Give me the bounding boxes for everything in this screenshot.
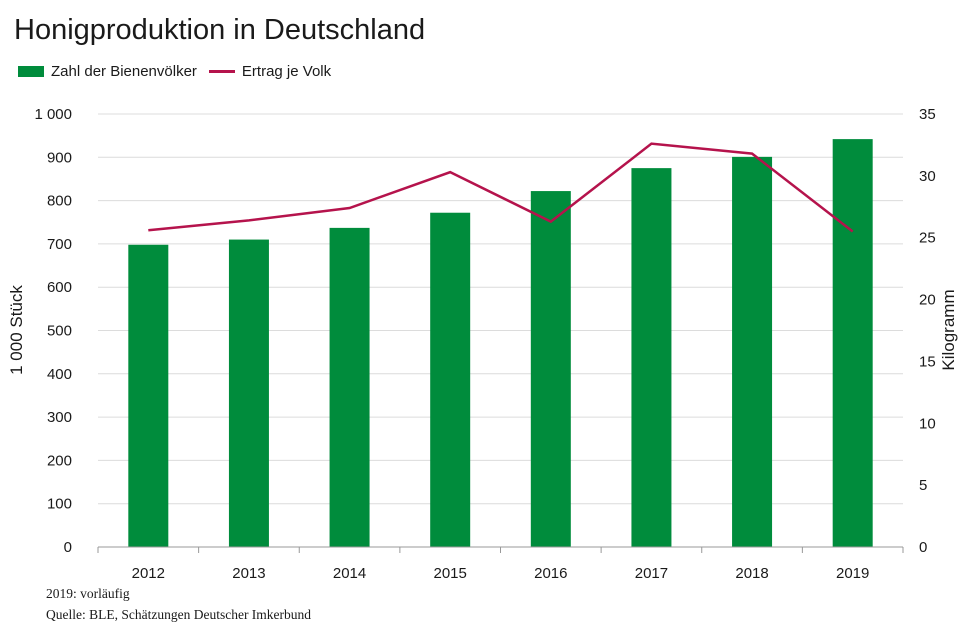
y-right-tick-label: 10 bbox=[919, 415, 936, 432]
y-left-tick-label: 100 bbox=[47, 496, 72, 513]
ertrag-line bbox=[148, 142, 854, 233]
legend: Zahl der Bienenvölker Ertrag je Volk bbox=[18, 63, 343, 80]
y-left-tick-label: 800 bbox=[47, 193, 72, 210]
y-left-tick-label: 200 bbox=[47, 452, 72, 469]
legend-item-line: Ertrag je Volk bbox=[208, 63, 332, 80]
y-right-tick-label: 35 bbox=[919, 106, 936, 123]
chart-title: Honigproduktion in Deutschland bbox=[14, 14, 426, 46]
y-left-tick-label: 1 000 bbox=[34, 106, 72, 123]
x-tick-label: 2018 bbox=[735, 565, 768, 582]
bar-2019 bbox=[832, 139, 873, 547]
grid-lines bbox=[98, 113, 903, 505]
x-tick-label: 2019 bbox=[836, 565, 869, 582]
bar-2015 bbox=[430, 212, 471, 547]
x-tick-label: 2013 bbox=[232, 565, 265, 582]
bar-2013 bbox=[228, 239, 269, 547]
left-tick-labels: 0 100 200 300 400 500 600 700 800 900 1 000 bbox=[34, 106, 72, 556]
footnote-source: Quelle: BLE, Schätzungen Deutscher Imker… bbox=[46, 607, 312, 622]
x-tick-label: 2017 bbox=[635, 565, 668, 582]
legend-line-swatch bbox=[208, 70, 235, 73]
bar-2012 bbox=[128, 244, 169, 548]
bar-series bbox=[128, 139, 873, 548]
line-series bbox=[148, 142, 854, 233]
y-left-tick-label: 700 bbox=[47, 236, 72, 253]
legend-item-bars: Zahl der Bienenvölker bbox=[18, 63, 197, 80]
y-left-tick-label: 300 bbox=[47, 409, 72, 426]
x-tick-labels: 2012 2013 2014 2015 2016 2017 2018 2019 bbox=[132, 565, 870, 582]
y-axis-right-label: Kilogramm bbox=[939, 289, 958, 370]
y-right-tick-label: 0 bbox=[919, 539, 927, 556]
legend-bars-label: Zahl der Bienenvölker bbox=[51, 63, 197, 80]
y-left-tick-label: 900 bbox=[47, 149, 72, 166]
bar-2018 bbox=[732, 156, 773, 547]
x-tick-label: 2014 bbox=[333, 565, 366, 582]
y-right-tick-label: 25 bbox=[919, 230, 936, 247]
x-tick-label: 2016 bbox=[534, 565, 567, 582]
bar-2016 bbox=[530, 191, 571, 547]
y-right-tick-label: 30 bbox=[919, 168, 936, 185]
y-left-tick-label: 600 bbox=[47, 279, 72, 296]
legend-line-label: Ertrag je Volk bbox=[241, 63, 332, 80]
y-left-tick-label: 0 bbox=[64, 539, 72, 556]
legend-bar-swatch bbox=[18, 66, 44, 77]
footnote-preliminary: 2019: vorläufig bbox=[46, 586, 130, 601]
y-right-tick-label: 5 bbox=[919, 477, 927, 494]
y-left-tick-label: 500 bbox=[47, 323, 72, 340]
x-tick-label: 2012 bbox=[132, 565, 165, 582]
y-right-tick-label: 15 bbox=[919, 353, 936, 370]
y-right-tick-label: 20 bbox=[919, 292, 936, 309]
axes bbox=[97, 546, 904, 553]
y-left-tick-label: 400 bbox=[47, 366, 72, 383]
x-tick-label: 2015 bbox=[434, 565, 467, 582]
right-tick-labels: 0 5 10 15 20 25 30 35 bbox=[919, 106, 936, 556]
bar-2017 bbox=[631, 168, 672, 547]
bar-2014 bbox=[329, 227, 370, 547]
y-axis-left-label: 1 000 Stück bbox=[7, 285, 26, 375]
